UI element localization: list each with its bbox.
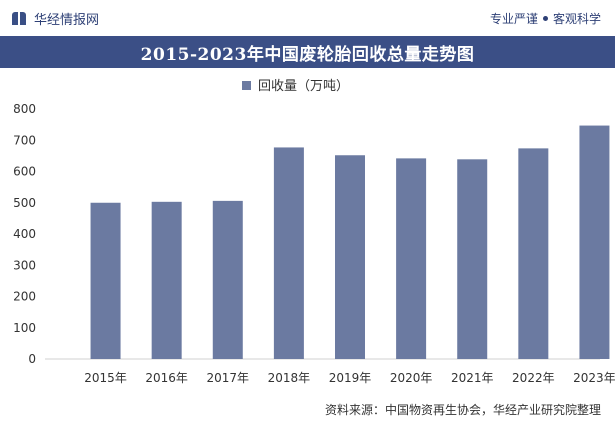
x-tick-label: 2022年: [512, 371, 555, 385]
x-tick-label: 2019年: [329, 371, 372, 385]
x-tick-label: 2020年: [390, 371, 433, 385]
y-tick-label: 100: [13, 321, 36, 335]
y-tick-label: 700: [13, 133, 36, 147]
y-tick-label: 200: [13, 290, 36, 304]
x-tick-label: 2023年: [573, 371, 615, 385]
x-tick-label: 2015年: [84, 371, 127, 385]
bar-2: [151, 201, 182, 359]
legend-swatch: [242, 81, 251, 90]
x-tick-label: 2017年: [207, 371, 250, 385]
brand: 华经情报网: [12, 9, 99, 28]
source-note: 资料来源：中国物资再生协会，华经产业研究院整理: [324, 403, 601, 417]
bar-chart: 回收量（万吨） 0 100 200 300 400 500 600 700 800 2015年 201…: [13, 79, 615, 385]
bar-4: [273, 147, 304, 359]
brand-logo-icon: [12, 11, 26, 25]
bar-6: [396, 158, 427, 359]
y-tick-label: 300: [13, 258, 36, 272]
bar-5: [335, 155, 365, 359]
brand-name: 华经情报网: [34, 12, 100, 28]
legend-label: 回收量（万吨）: [258, 79, 349, 94]
slogan: 专业严谨 客观科学: [490, 10, 601, 27]
y-tick-label: 600: [13, 165, 36, 179]
bar-7: [457, 159, 488, 359]
y-tick-label: 400: [13, 227, 36, 241]
bar-9: [579, 125, 610, 359]
y-tick-label: 800: [13, 102, 36, 116]
x-tick-label: 2016年: [145, 371, 188, 385]
x-tick-label: 2021年: [451, 371, 494, 385]
top-bar: 华经情报网 专业严谨 客观科学: [0, 0, 615, 36]
bar-3: [212, 200, 243, 359]
slogan-right: 客观科学: [552, 11, 601, 26]
bar-8: [518, 148, 549, 359]
y-tick-label: 0: [28, 352, 36, 366]
chart-title: 2015-2023年中国废轮胎回收总量走势图: [0, 36, 615, 68]
x-tick-label: 2018年: [268, 371, 311, 385]
slogan-left: 专业严谨: [489, 11, 538, 26]
bar-1: [90, 202, 121, 359]
y-tick-label: 500: [13, 196, 36, 210]
bullet-dot-icon: [542, 15, 548, 21]
